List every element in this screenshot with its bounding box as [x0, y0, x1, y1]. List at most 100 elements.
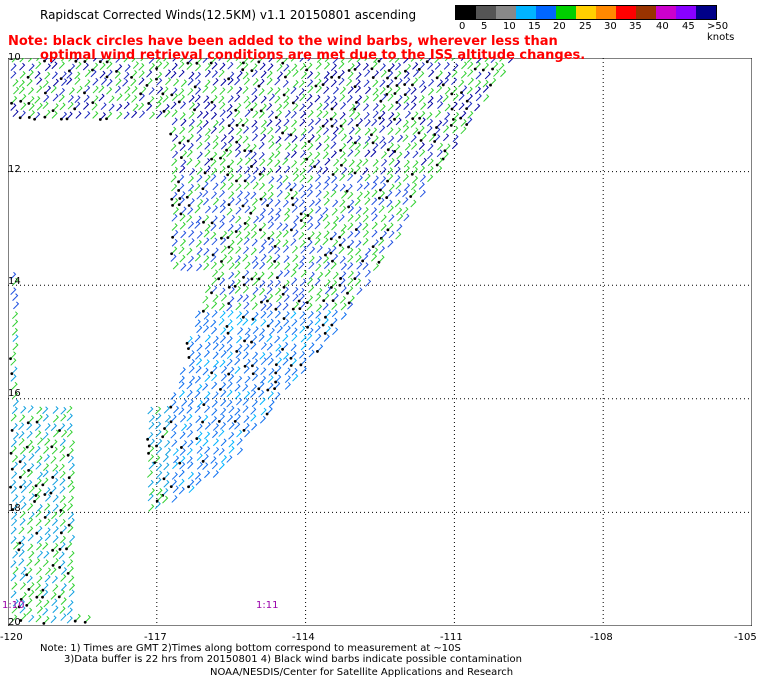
wind-barb [84, 614, 91, 623]
contamination-dot [289, 364, 293, 367]
contamination-dot [18, 116, 22, 120]
wind-barb [252, 366, 259, 375]
contamination-dot [321, 323, 325, 327]
contamination-dot [249, 211, 253, 215]
wind-barb [66, 77, 73, 85]
wind-barb [146, 78, 153, 86]
wind-barb [251, 119, 258, 128]
contamination-dot [19, 485, 23, 489]
wind-barb [266, 310, 273, 319]
wind-barb [276, 58, 282, 63]
wind-barb [300, 190, 307, 199]
wind-barb [339, 183, 346, 192]
wind-barb [283, 118, 290, 127]
wind-barb [180, 263, 187, 271]
wind-barb [219, 87, 226, 96]
wind-barb [44, 71, 51, 80]
wind-barb [19, 58, 25, 63]
note-line-2: optimal wind retrieval conditions are me… [40, 48, 586, 63]
wind-barb [59, 486, 66, 494]
wind-barb [123, 71, 130, 80]
wind-barbs [9, 58, 514, 625]
wind-barb [380, 223, 387, 231]
contamination-dot [353, 107, 357, 111]
contamination-dot [73, 619, 77, 623]
contamination-dot [329, 251, 333, 255]
wind-barb [452, 63, 459, 71]
wind-barb [26, 469, 34, 478]
wind-barb [203, 237, 210, 246]
wind-barb [163, 405, 170, 414]
wind-barb [387, 103, 394, 112]
wind-barb [274, 335, 281, 344]
contamination-dot [242, 283, 246, 287]
wind-barb [484, 71, 491, 80]
contamination-dot [210, 291, 213, 295]
wind-barb [306, 295, 314, 303]
wind-barb [323, 190, 330, 199]
wind-barb [299, 174, 306, 183]
contamination-dot [17, 605, 21, 609]
wind-barb [52, 463, 59, 472]
wind-barb [402, 174, 409, 182]
wind-barb [203, 255, 210, 263]
wind-barb [348, 205, 355, 214]
wind-barb [453, 112, 460, 120]
wind-barb [244, 143, 251, 151]
wind-barb [372, 70, 379, 78]
contamination-dot [66, 453, 70, 457]
wind-barb [58, 509, 65, 518]
wind-barb [171, 183, 178, 192]
wind-barb [266, 167, 273, 176]
wind-barb [372, 79, 379, 88]
wind-barb [387, 127, 394, 135]
wind-barb [331, 222, 338, 231]
wind-barb [60, 613, 67, 621]
wind-barb [10, 573, 17, 582]
wind-barb [285, 181, 292, 190]
wind-barb [284, 367, 291, 376]
wind-barb [211, 381, 218, 390]
wind-barb [229, 214, 236, 223]
wind-barb [178, 61, 185, 70]
wind-barb [68, 583, 76, 591]
x-tick-label: -117 [144, 632, 167, 643]
wind-barb [394, 111, 401, 120]
wind-barb [36, 77, 43, 85]
contamination-dot [411, 83, 414, 87]
wind-barb [220, 438, 227, 447]
wind-barb [292, 254, 299, 263]
wind-barb [156, 58, 162, 63]
wind-barb [442, 94, 449, 103]
wind-barb [348, 199, 355, 208]
contamination-dot [386, 179, 389, 183]
wind-barb [291, 135, 298, 143]
wind-barb [226, 336, 233, 344]
wind-barb [19, 582, 27, 590]
wind-barb [322, 77, 329, 86]
wind-barb [283, 279, 290, 288]
wind-barb [460, 70, 467, 79]
wind-barb [26, 558, 33, 567]
wind-barb [235, 206, 242, 215]
wind-barb [226, 303, 233, 312]
contamination-dot [274, 380, 277, 384]
wind-barb [483, 94, 490, 102]
wind-barb [26, 422, 33, 431]
contamination-dot [170, 93, 174, 97]
wind-barb [52, 93, 59, 102]
wind-barb [156, 95, 163, 104]
contamination-dot [307, 140, 311, 143]
legend-swatch [516, 6, 536, 19]
wind-barb [10, 536, 17, 544]
wind-barb [437, 101, 444, 109]
wind-barb [356, 287, 363, 296]
wind-barb [172, 58, 177, 62]
wind-barb [18, 526, 25, 535]
wind-barb [268, 327, 275, 336]
wind-barb [427, 87, 435, 96]
wind-barb [298, 184, 305, 192]
wind-barb [315, 117, 322, 126]
wind-barb [396, 151, 403, 160]
wind-barb [181, 150, 188, 158]
